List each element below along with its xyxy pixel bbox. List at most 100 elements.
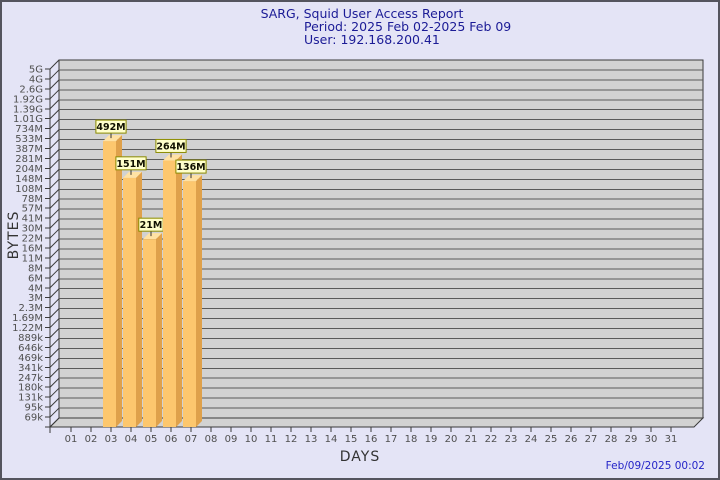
- left-wall-diagonal: [49, 79, 60, 90]
- x-tick-label: 29: [625, 434, 638, 445]
- bar-value-label: 151M: [116, 159, 145, 170]
- x-tick-label: 17: [385, 434, 398, 445]
- x-tick-label: 14: [325, 434, 338, 445]
- bar-top-day-07: [183, 175, 202, 182]
- bar-day-07: [183, 181, 196, 427]
- y-tick-label: 247k: [18, 373, 43, 384]
- y-tick-label: 41M: [22, 214, 43, 225]
- y-tick-label: 22M: [22, 234, 43, 245]
- left-wall-diagonal: [49, 129, 60, 139]
- bar-value-label: 136M: [176, 162, 205, 173]
- bar-value-label: 492M: [96, 122, 125, 133]
- x-tick-label: 01: [65, 434, 78, 445]
- y-tick-label: 95k: [24, 403, 43, 414]
- bar-day-06: [163, 160, 176, 427]
- bar-top-day-04: [123, 171, 142, 178]
- x-tick-label: 19: [425, 434, 438, 445]
- left-wall-diagonal: [49, 159, 60, 169]
- left-wall-diagonal: [49, 119, 60, 130]
- x-tick-label: 30: [645, 434, 658, 445]
- y-tick-label: 646k: [18, 343, 43, 354]
- left-wall-diagonal: [49, 169, 60, 179]
- left-wall-diagonal: [49, 348, 60, 358]
- y-tick-label: 4G: [29, 74, 43, 85]
- report-generated-timestamp: Feb/09/2025 00:02: [605, 460, 705, 472]
- bar-side-day-05: [156, 233, 162, 427]
- y-tick-label: 4M: [28, 283, 43, 294]
- left-wall-diagonal: [49, 208, 60, 219]
- x-tick-label: 27: [585, 434, 598, 445]
- x-tick-label: 07: [185, 434, 198, 445]
- y-tick-label: 8M: [28, 263, 43, 274]
- y-tick-label: 2.6G: [19, 84, 43, 95]
- y-tick-label: 6M: [28, 273, 43, 284]
- y-tick-label: 889k: [18, 333, 43, 344]
- x-tick-label: 16: [365, 434, 378, 445]
- bar-value-box: [95, 119, 127, 134]
- left-wall-diagonal: [49, 338, 60, 348]
- left-wall-diagonal: [49, 59, 60, 70]
- x-tick-label: 21: [465, 434, 478, 445]
- y-tick-label: 131k: [18, 393, 43, 404]
- x-tick-label: 22: [485, 434, 498, 445]
- y-tick-label: 1.92G: [13, 94, 43, 105]
- report-user: User: 192.168.200.41: [304, 32, 440, 47]
- x-tick-label: 05: [145, 434, 158, 445]
- y-axis-title: BYTES: [6, 210, 22, 260]
- x-tick-label: 11: [265, 434, 278, 445]
- bar-day-03: [103, 141, 116, 427]
- left-wall-diagonal: [49, 228, 60, 239]
- y-tick-label: 3M: [28, 293, 43, 304]
- left-wall-diagonal: [49, 188, 60, 199]
- y-tick-label: 533M: [15, 134, 43, 145]
- report-title: SARG, Squid User Access Report: [260, 6, 464, 21]
- y-tick-label: 281M: [15, 154, 43, 165]
- x-tick-label: 24: [525, 434, 538, 445]
- x-tick-label: 06: [165, 434, 178, 445]
- bar-value-box: [155, 138, 187, 153]
- left-wall-diagonal: [49, 298, 60, 309]
- y-tick-label: 16M: [22, 244, 43, 255]
- left-wall-diagonal: [49, 139, 60, 149]
- left-wall-diagonal: [49, 109, 60, 120]
- x-axis-title: DAYS: [339, 449, 381, 465]
- bar-day-04: [123, 177, 136, 427]
- x-tick-label: 31: [665, 434, 678, 445]
- left-wall-diagonal: [49, 397, 60, 408]
- left-wall-diagonal: [49, 69, 60, 80]
- x-tick-label: 25: [545, 434, 558, 445]
- y-tick-label: 5G: [29, 65, 43, 76]
- x-tick-label: 02: [85, 434, 98, 445]
- x-tick-label: 09: [225, 434, 238, 445]
- left-wall-diagonal: [49, 178, 60, 189]
- left-wall-diagonal: [49, 288, 60, 299]
- bar-value-box: [115, 156, 147, 171]
- y-tick-label: 204M: [15, 164, 43, 175]
- left-wall-diagonal: [49, 407, 60, 418]
- left-wall-diagonal: [49, 367, 60, 378]
- left-wall-diagonal: [49, 387, 60, 398]
- left-wall-diagonal: [49, 218, 60, 229]
- left-wall-diagonal: [49, 248, 60, 259]
- left-wall-diagonal: [49, 377, 60, 388]
- y-tick-label: 387M: [15, 144, 43, 155]
- y-tick-label: 30M: [22, 224, 43, 235]
- left-wall-diagonal: [49, 318, 60, 328]
- x-tick-label: 12: [285, 434, 298, 445]
- left-wall-diagonal: [49, 198, 60, 209]
- y-tick-label: 341k: [18, 363, 43, 374]
- bar-top-day-03: [103, 135, 122, 142]
- x-tick-label: 28: [605, 434, 618, 445]
- x-tick-label: 04: [125, 434, 138, 445]
- x-tick-label: 20: [445, 434, 458, 445]
- y-tick-label: 180k: [18, 383, 43, 394]
- y-tick-label: 78M: [22, 194, 43, 205]
- x-tick-label: 26: [565, 434, 578, 445]
- x-tick-label: 23: [505, 434, 518, 445]
- left-wall-diagonal: [49, 268, 60, 279]
- x-tick-label: 08: [205, 434, 218, 445]
- left-wall-diagonal: [49, 258, 60, 269]
- bar-side-day-06: [176, 154, 182, 427]
- bar-value-box: [175, 159, 207, 174]
